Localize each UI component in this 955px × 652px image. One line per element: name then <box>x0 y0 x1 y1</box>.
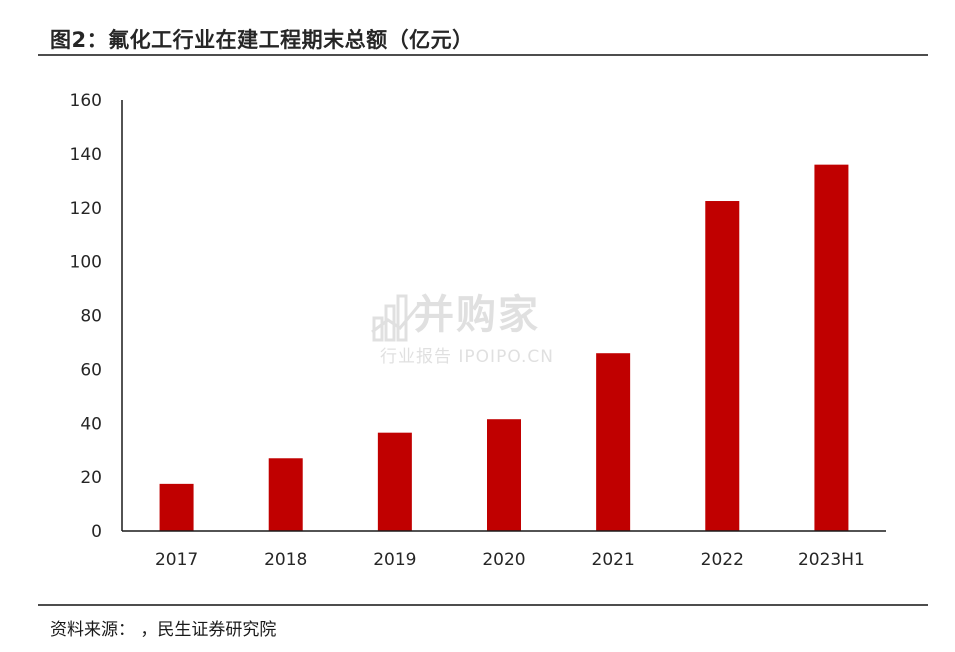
bar-2017 <box>159 483 194 531</box>
bar-2021 <box>596 353 631 531</box>
watermark-text: 并购家 <box>414 292 540 338</box>
x-tick-label: 2018 <box>264 550 307 570</box>
y-tick-label: 60 <box>80 360 102 380</box>
y-tick-label: 160 <box>70 91 102 111</box>
y-tick-label: 140 <box>70 145 102 165</box>
bar-2020 <box>487 419 521 531</box>
bar-2019 <box>377 432 412 531</box>
y-tick-label: 0 <box>91 522 102 542</box>
figure-title: 图2：氟化工行业在建工程期末总额（亿元） <box>50 28 474 52</box>
watermark-subtext: 行业报告 IPOIPO.CN <box>380 347 554 367</box>
title-divider <box>38 54 928 56</box>
y-tick-label: 80 <box>80 307 102 327</box>
y-axis-ticks: 0 20 40 60 80 100 120 140 160 <box>70 91 102 542</box>
watermark: 并购家 行业报告 IPOIPO.CN <box>368 282 598 372</box>
y-tick-label: 120 <box>70 199 102 219</box>
source-note: 资料来源： ，民生证券研究院 <box>50 620 277 640</box>
y-tick-label: 20 <box>80 468 102 488</box>
x-tick-label: 2020 <box>482 550 525 570</box>
x-tick-label: 2023H1 <box>798 550 865 570</box>
bar-2023H1 <box>814 164 849 531</box>
footer-divider <box>38 604 928 606</box>
bar-2022 <box>705 201 740 531</box>
x-axis-ticks: 2017 2018 2019 2020 2021 2022 2023H1 <box>155 550 865 570</box>
bars <box>159 164 849 531</box>
x-tick-label: 2022 <box>701 550 744 570</box>
x-tick-label: 2017 <box>155 550 198 570</box>
x-tick-label: 2021 <box>592 550 635 570</box>
y-tick-label: 100 <box>70 253 102 273</box>
watermark-logo-icon <box>371 294 422 342</box>
x-tick-label: 2019 <box>373 550 416 570</box>
bar-2018 <box>268 458 303 531</box>
y-tick-label: 40 <box>80 414 102 434</box>
